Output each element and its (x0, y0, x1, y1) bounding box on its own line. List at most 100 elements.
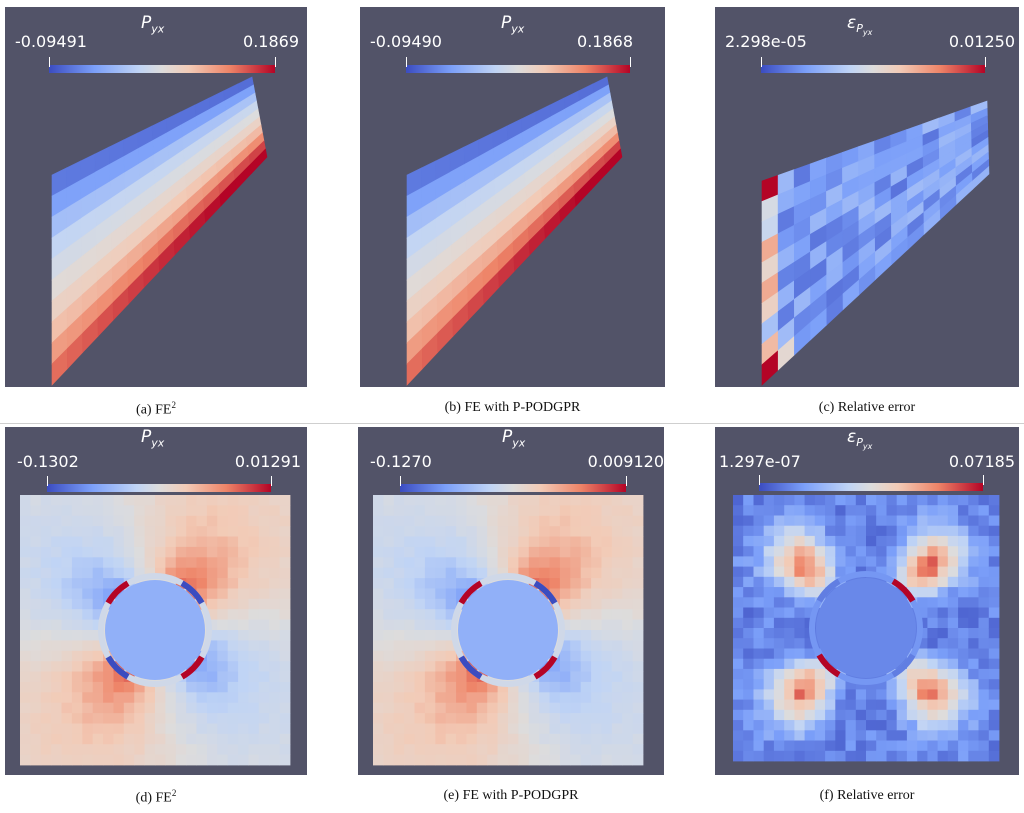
mesh-cell (206, 723, 218, 735)
mesh-cell (196, 661, 208, 672)
mesh-cell (269, 640, 280, 652)
mesh-cell (61, 640, 73, 652)
mesh-cell (917, 597, 928, 608)
mesh-cell (456, 515, 467, 527)
mesh-cell (632, 744, 644, 755)
mesh-cell (570, 526, 582, 537)
mesh-cell (82, 526, 94, 537)
mesh-cell (51, 702, 62, 714)
mesh-cell (784, 617, 795, 629)
mesh-cell (466, 754, 478, 766)
mesh-cell (937, 699, 949, 711)
mesh-cell (383, 609, 395, 620)
colorbar-tick-min-f (759, 475, 760, 485)
mesh-cell (733, 750, 744, 762)
mesh-cell (958, 617, 969, 629)
mesh-cell (269, 526, 280, 537)
mesh-cell (528, 692, 540, 704)
mesh-cell (814, 525, 826, 537)
mesh-cell (570, 515, 582, 527)
mesh-cell (591, 578, 602, 589)
mesh-cell (866, 699, 877, 711)
mesh-cell (988, 750, 1000, 762)
mesh-cell (165, 546, 177, 558)
mesh-cell (591, 713, 602, 724)
mesh-cell (825, 546, 836, 557)
mesh-cell (773, 495, 785, 506)
mesh-cell (466, 723, 478, 735)
mesh-cell (876, 709, 887, 721)
mesh-cell (958, 679, 969, 690)
mesh-cell (886, 679, 898, 690)
mesh-cell (866, 689, 877, 700)
mesh-cell (466, 567, 478, 579)
mesh-cell (804, 597, 816, 608)
mesh-cell (71, 557, 83, 569)
mesh-cell (414, 578, 426, 589)
mesh-cell (580, 495, 592, 506)
mesh-cell (814, 689, 826, 700)
mesh-cell (404, 526, 415, 537)
mesh-cell (763, 576, 775, 588)
mesh-cell (784, 699, 795, 711)
mesh-cell (238, 661, 249, 672)
colorbar-tick-max-f (983, 475, 984, 485)
colorbar-a (49, 65, 275, 73)
mesh-cell (528, 754, 540, 766)
mesh-cell (539, 578, 550, 589)
mesh-cell (580, 536, 592, 548)
mesh-cell (404, 515, 415, 527)
mesh-cell (549, 505, 561, 517)
mesh-cell (866, 546, 877, 557)
mesh-cell (113, 546, 125, 558)
mesh-cell (113, 754, 125, 766)
mesh-cell (835, 750, 846, 762)
mesh-cell (508, 733, 519, 745)
mesh-cell (794, 699, 805, 711)
mesh-cell (279, 733, 291, 745)
mesh-cell (92, 598, 104, 610)
mesh-cell (528, 723, 540, 735)
mesh-cell (206, 546, 218, 558)
mesh-cell (238, 733, 249, 745)
mesh-cell (466, 671, 478, 683)
mesh-cell (248, 557, 260, 569)
mesh-cell (20, 733, 31, 745)
mesh-cell (611, 671, 623, 683)
mesh-cell (92, 557, 104, 569)
mesh-cell (763, 658, 775, 670)
mesh-cell (175, 713, 187, 724)
mesh-cell (445, 526, 457, 537)
mesh-cell (476, 754, 488, 766)
mesh-cell (123, 536, 135, 548)
mesh-cell (186, 557, 197, 569)
mesh-cell (601, 619, 613, 631)
mesh-cell (248, 723, 260, 735)
mesh-cell (733, 709, 744, 721)
mesh-cell (258, 536, 270, 548)
mesh-cell (424, 650, 436, 662)
mesh-cell (773, 525, 785, 537)
mesh-cell (601, 495, 613, 506)
mesh-cell (917, 668, 928, 680)
mesh-cell (927, 699, 938, 711)
mesh-cell (424, 578, 436, 589)
mesh-cell (549, 733, 561, 745)
mesh-cell (82, 630, 94, 641)
mesh-cell (968, 556, 979, 567)
mesh-cell (937, 658, 949, 670)
mesh-cell (435, 578, 447, 589)
mesh-cell (414, 505, 426, 517)
mesh-cell (733, 535, 744, 547)
mesh-cell (414, 609, 426, 620)
mesh-cell (497, 713, 509, 724)
mesh-cell (753, 576, 765, 588)
mesh-cell (886, 699, 898, 711)
mesh-cell (876, 699, 887, 711)
mesh-cell (497, 495, 509, 506)
mesh-cell (40, 557, 52, 569)
mesh-cell (622, 630, 633, 641)
mesh-cell (559, 567, 571, 579)
mesh-cell (580, 515, 592, 527)
mesh-cell (71, 609, 83, 620)
